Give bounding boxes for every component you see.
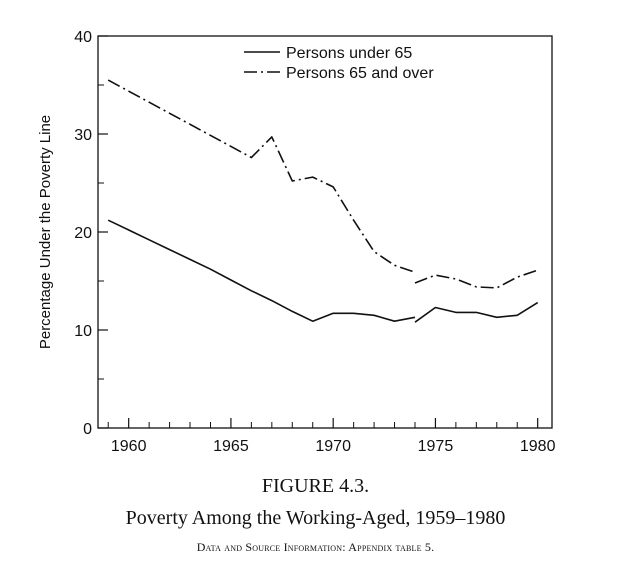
legend: Persons under 65 Persons 65 and over — [244, 45, 434, 82]
figure-number: FIGURE 4.3. — [261, 475, 370, 497]
x-tick-label: 1980 — [520, 438, 556, 455]
x-tick-label: 1960 — [111, 438, 147, 455]
series-line-2-segment-2 — [414, 269, 538, 289]
axes-layer: 0 10 20 30 40 1960 1965 1970 1975 1980 — [74, 29, 555, 455]
series-line-1-segment-1 — [107, 219, 416, 323]
x-tick-label: 1970 — [315, 438, 351, 455]
y-tick-label: 10 — [74, 323, 92, 340]
plot-frame — [97, 35, 553, 429]
y-tick-label: 0 — [83, 421, 92, 438]
chart-svg: 0 10 20 30 40 1960 1965 1970 1975 1980 Persons un… — [37, 29, 556, 455]
y-axis-title: Percentage Under the Poverty Line — [37, 115, 54, 349]
figure-title: Poverty Among the Working-Aged, 1959–198… — [125, 507, 506, 529]
legend-label: Persons 65 and over — [286, 65, 434, 82]
series-layer — [107, 79, 539, 323]
y-tick-label: 40 — [74, 29, 92, 46]
legend-label: Persons under 65 — [286, 45, 412, 62]
series-line-1-segment-2 — [414, 301, 539, 323]
series-line-2-segment-1 — [107, 79, 416, 273]
y-tick-label: 30 — [74, 127, 92, 144]
y-tick-label: 20 — [74, 225, 92, 242]
x-tick-label: 1975 — [418, 438, 454, 455]
figure-source-note: Data and Source Information: Appendix ta… — [196, 540, 435, 554]
x-tick-label: 1965 — [213, 438, 249, 455]
